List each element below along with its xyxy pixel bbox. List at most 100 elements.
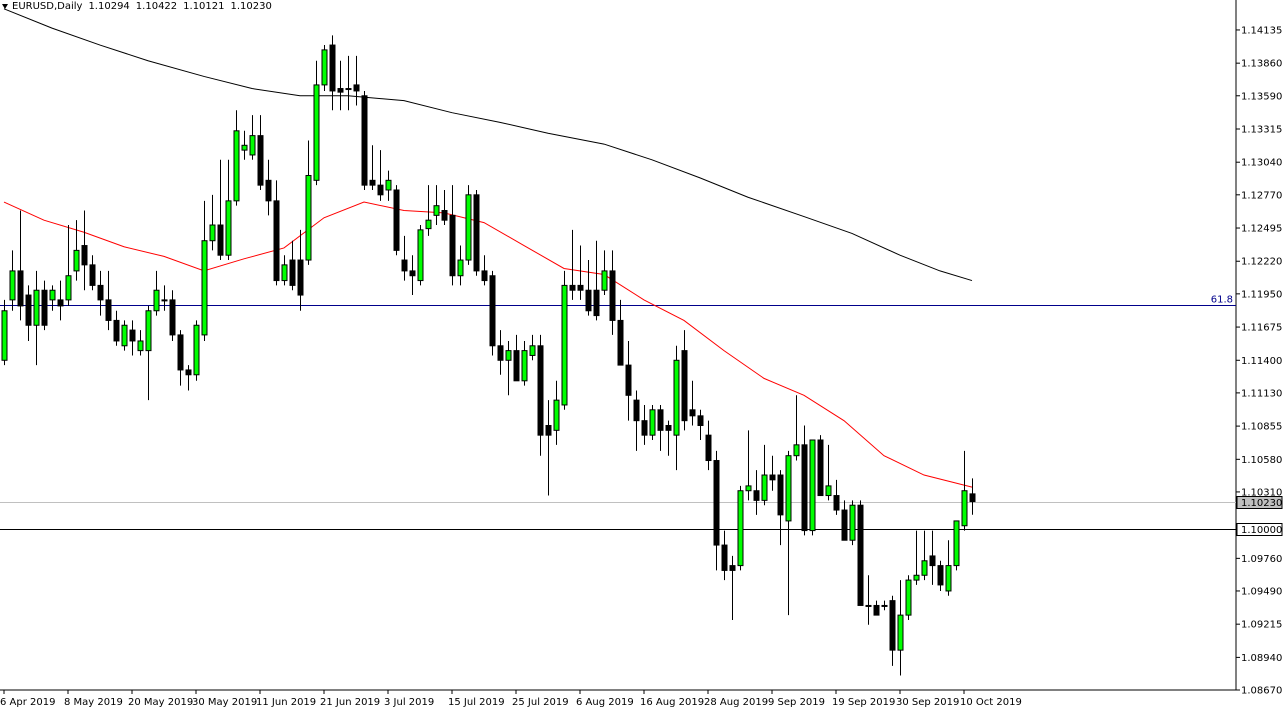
- bear-candle-body: [657, 409, 664, 431]
- y-tick-label: 1.13315: [1241, 124, 1282, 135]
- bull-candle-body: [921, 560, 928, 576]
- bear-candle-body: [609, 270, 616, 321]
- y-tick-label: 1.13860: [1241, 59, 1282, 70]
- bull-candle-body: [121, 324, 128, 347]
- bear-candle-body: [41, 289, 48, 326]
- bull-candle-body: [457, 259, 464, 277]
- x-tick-label: 15 Jul 2019: [448, 697, 505, 708]
- moving-average: [3, 201, 973, 488]
- moving-average: [3, 8, 973, 282]
- x-tick-label: 11 Jun 2019: [256, 697, 316, 708]
- bear-candle-body: [833, 495, 840, 511]
- x-tick-label: 10 Oct 2019: [960, 697, 1022, 708]
- bull-candle-body: [785, 455, 792, 522]
- x-tick-label: 6 Apr 2019: [0, 697, 55, 708]
- bear-candle-body: [169, 299, 176, 336]
- bull-candle-body: [73, 249, 80, 272]
- bear-candle-body: [625, 364, 632, 396]
- x-tick-label: 30 Sep 2019: [896, 697, 959, 708]
- quote-value: 1.10230: [231, 1, 272, 12]
- bear-candle-body: [969, 493, 976, 503]
- bear-candle-body: [393, 189, 400, 251]
- bull-candle-body: [49, 289, 56, 301]
- bull-candle-body: [865, 604, 872, 607]
- bear-candle-body: [889, 600, 896, 651]
- menu-triangle[interactable]: [2, 4, 8, 9]
- bull-candle-body: [825, 485, 832, 497]
- bull-candle-body: [321, 49, 328, 86]
- y-tick-label: 1.11675: [1241, 323, 1282, 334]
- bear-candle-body: [273, 200, 280, 282]
- bull-candle-body: [305, 174, 312, 261]
- bull-candle-body: [153, 289, 160, 312]
- bull-candle-body: [961, 490, 968, 527]
- y-tick-label: 1.12220: [1241, 257, 1282, 268]
- bear-candle-body: [753, 490, 760, 501]
- bear-candle-body: [449, 214, 456, 277]
- bear-candle-body: [97, 284, 104, 301]
- y-tick-label: 1.08940: [1241, 653, 1282, 664]
- bear-candle-body: [777, 474, 784, 516]
- x-tick-label: 3 Jul 2019: [384, 697, 434, 708]
- bull-candle-body: [737, 490, 744, 567]
- bull-candle-body: [561, 284, 568, 406]
- bear-candle-body: [81, 245, 88, 266]
- bear-candle-body: [537, 345, 544, 436]
- bull-candle-body: [201, 240, 208, 336]
- y-tick-label: 1.14135: [1241, 25, 1282, 36]
- y-tick-label: 1.11400: [1241, 356, 1282, 367]
- x-tick-label: 21 Jun 2019: [320, 697, 380, 708]
- bull-candle-body: [793, 444, 800, 457]
- bull-candle-body: [529, 345, 536, 356]
- y-tick-label: 1.12770: [1241, 190, 1282, 201]
- bear-candle-body: [617, 319, 624, 366]
- price-label-box: [1236, 496, 1283, 509]
- bear-candle-body: [497, 345, 504, 361]
- bear-candle-body: [113, 319, 120, 342]
- bull-candle-body: [193, 324, 200, 376]
- bear-candle-body: [329, 44, 336, 92]
- bear-candle-body: [569, 284, 576, 291]
- bull-candle-body: [433, 205, 440, 216]
- quote-value: 1.10294: [88, 1, 129, 12]
- bull-candle-body: [881, 604, 888, 607]
- x-tick-label: 30 May 2019: [192, 697, 257, 708]
- bull-candle-body: [249, 135, 256, 156]
- bull-candle-body: [161, 299, 168, 302]
- bear-candle-body: [729, 565, 736, 571]
- y-tick-label: 1.13040: [1241, 158, 1282, 169]
- bull-candle-body: [953, 520, 960, 567]
- bear-candle-body: [185, 369, 192, 376]
- bull-candle-body: [905, 579, 912, 616]
- bear-candle-body: [769, 474, 776, 481]
- bull-candle-body: [345, 88, 352, 91]
- bear-candle-body: [481, 270, 488, 282]
- price-label-box: [1236, 523, 1283, 536]
- bear-candle-body: [297, 259, 304, 296]
- x-tick-label: 20 May 2019: [128, 697, 193, 708]
- bear-candle-body: [337, 88, 344, 93]
- bear-candle-body: [57, 299, 64, 307]
- bull-candle-body: [849, 504, 856, 541]
- bear-candle-body: [265, 179, 272, 202]
- bear-candle-body: [545, 424, 552, 436]
- bull-candle-body: [465, 194, 472, 261]
- x-tick-label: 25 Jul 2019: [512, 697, 569, 708]
- bear-candle-body: [873, 604, 880, 616]
- bear-candle-body: [697, 415, 704, 426]
- x-tick-label: 8 May 2019: [64, 697, 123, 708]
- bear-candle-body: [105, 299, 112, 321]
- bull-candle-body: [673, 359, 680, 436]
- bull-candle-body: [145, 310, 152, 352]
- y-tick-label: 1.09760: [1241, 554, 1282, 565]
- bull-candle-body: [417, 229, 424, 282]
- bear-candle-body: [177, 334, 184, 371]
- x-tick-label: 16 Aug 2019: [640, 697, 704, 708]
- bear-candle-body: [129, 329, 136, 342]
- bear-candle-body: [257, 135, 264, 186]
- bear-candle-body: [705, 434, 712, 462]
- bear-candle-body: [593, 289, 600, 317]
- y-tick-label: 1.11130: [1241, 388, 1282, 399]
